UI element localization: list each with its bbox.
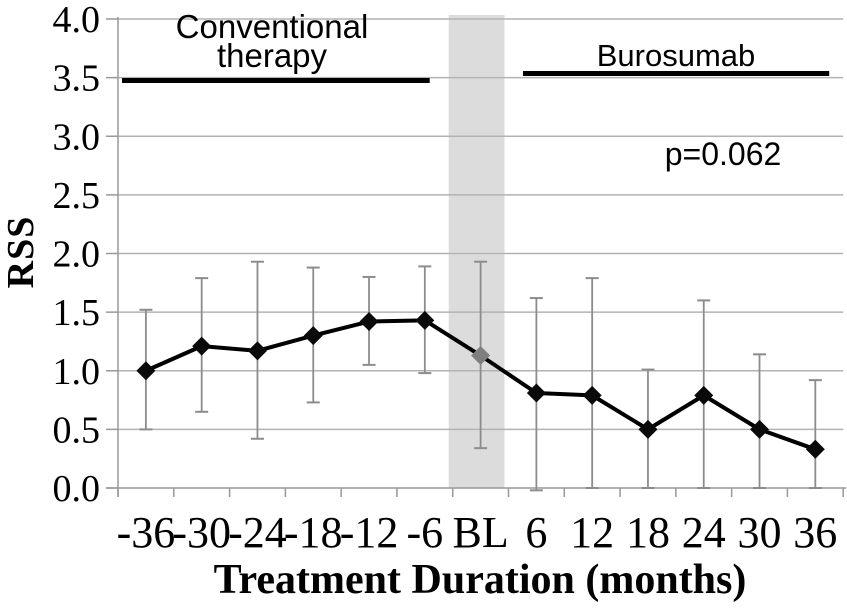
data-point-marker: [750, 419, 770, 439]
phase-label-conventional-therapy: Conventional therapy: [175, 8, 369, 74]
y-tick-label: 4.0: [53, 0, 101, 41]
p-value-annotation: p=0.062: [664, 136, 782, 172]
baseline-data-point-marker: [471, 346, 491, 366]
x-axis-title: Treatment Duration (months): [213, 557, 747, 603]
data-point-marker: [415, 310, 435, 330]
phase-label-conventional-line1: Conventional: [175, 8, 369, 45]
data-point-marker: [805, 439, 825, 459]
phase-bar-conventional: [122, 78, 430, 83]
x-tick-label: -36: [117, 508, 176, 557]
data-point-marker: [582, 385, 602, 405]
x-tick-label: 18: [626, 508, 670, 557]
x-tick-label: -30: [172, 508, 231, 557]
x-tick-label: -24: [228, 508, 287, 557]
y-tick-label: 1.5: [53, 292, 101, 334]
y-tick-label: 0.0: [53, 468, 101, 510]
phase-bar-burosumab: [522, 71, 830, 76]
data-point-marker: [192, 336, 212, 356]
x-tick-label: 24: [682, 508, 726, 557]
data-point-marker: [359, 312, 379, 332]
x-tick-label: BL: [452, 508, 508, 557]
x-tick-label: 12: [570, 508, 614, 557]
y-tick-label: 2.5: [53, 175, 101, 217]
data-point-marker: [136, 361, 156, 381]
data-point-marker: [694, 385, 714, 405]
phase-label-burosumab: Burosumab: [596, 38, 756, 73]
y-tick-label: 3.5: [53, 58, 101, 100]
x-tick-label: 30: [738, 508, 782, 557]
y-tick-label: 1.0: [53, 351, 101, 393]
y-tick-label: 3.0: [53, 116, 101, 158]
x-tick-label: 6: [525, 508, 547, 557]
y-tick-label: 0.5: [53, 409, 101, 451]
y-axis-title: RSS: [0, 215, 42, 289]
x-tick-label: -6: [406, 508, 443, 557]
data-point-marker: [247, 341, 267, 361]
phase-label-conventional-line2: therapy: [216, 37, 328, 74]
data-point-marker: [303, 326, 323, 346]
baseline-band: [448, 15, 505, 489]
data-point-marker: [526, 383, 546, 403]
x-tick-label: -12: [340, 508, 399, 557]
y-tick-label: 2.0: [53, 234, 101, 276]
x-tick-label: 36: [793, 508, 837, 557]
data-point-marker: [638, 419, 658, 439]
x-tick-label: -18: [284, 508, 343, 557]
